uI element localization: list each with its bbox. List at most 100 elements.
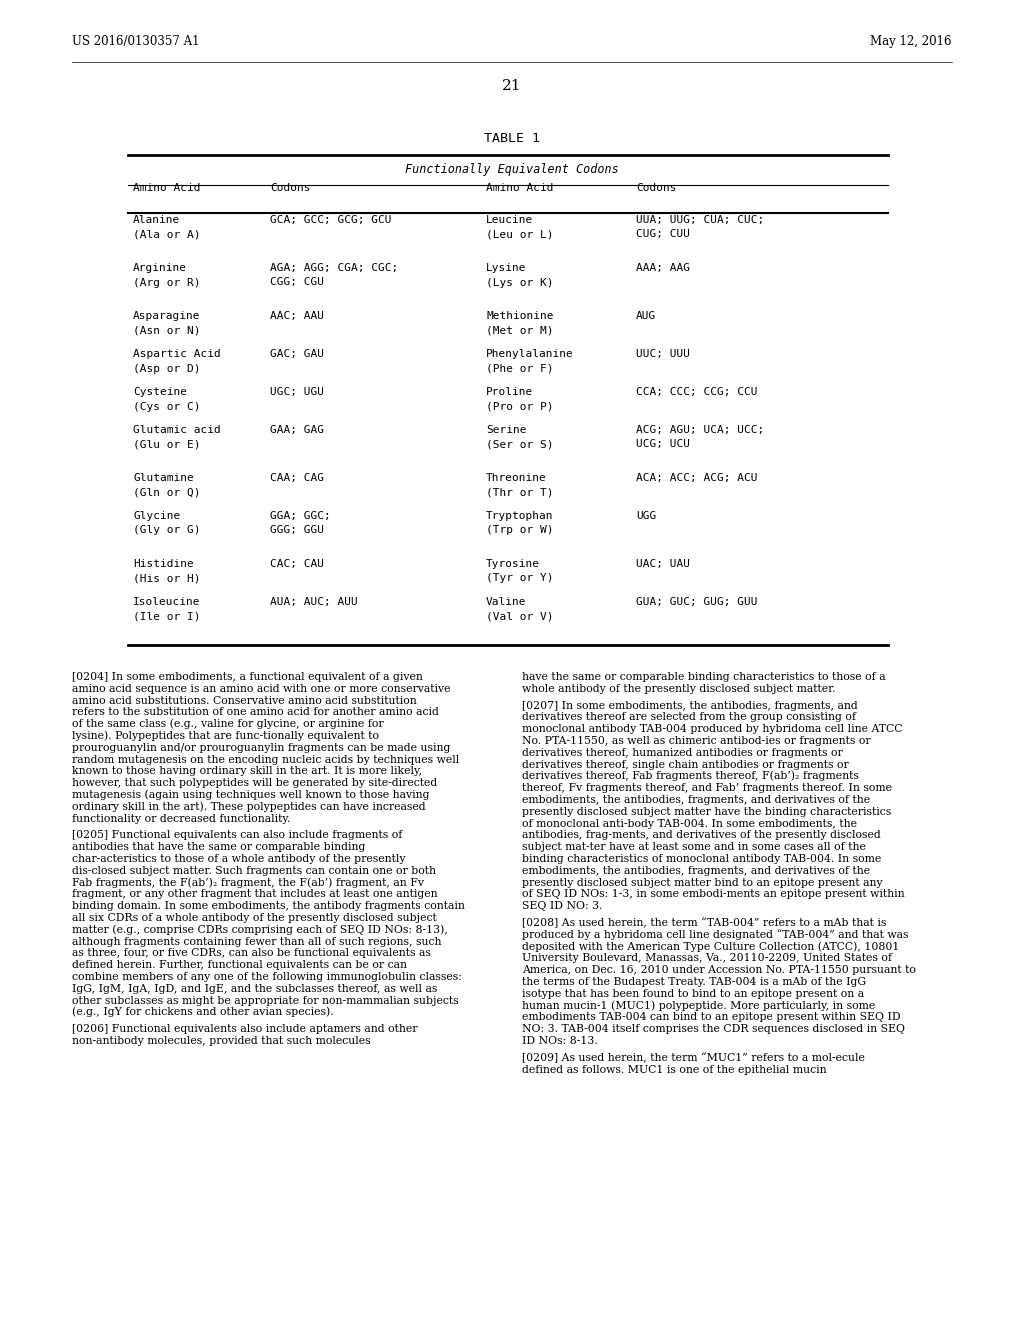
Text: prouroguanylin and/or prouroguanylin fragments can be made using: prouroguanylin and/or prouroguanylin fra… <box>72 743 451 752</box>
Text: defined as follows. MUC1 is one of the epithelial mucin: defined as follows. MUC1 is one of the e… <box>522 1065 826 1074</box>
Text: Tryptophan: Tryptophan <box>486 511 554 521</box>
Text: of the same class (e.g., valine for glycine, or arginine for: of the same class (e.g., valine for glyc… <box>72 718 384 729</box>
Text: GGG; GGU: GGG; GGU <box>270 525 324 536</box>
Text: [0204] In some embodiments, a functional equivalent of a given: [0204] In some embodiments, a functional… <box>72 672 423 682</box>
Text: deposited with the American Type Culture Collection (ATCC), 10801: deposited with the American Type Culture… <box>522 941 899 952</box>
Text: [0208] As used herein, the term “TAB-004” refers to a mAb that is: [0208] As used herein, the term “TAB-004… <box>522 917 887 928</box>
Text: derivatives thereof, Fab fragments thereof, F(ab’)₂ fragments: derivatives thereof, Fab fragments there… <box>522 771 859 781</box>
Text: Lysine: Lysine <box>486 263 526 273</box>
Text: produced by a hybridoma cell line designated “TAB-004” and that was: produced by a hybridoma cell line design… <box>522 929 908 940</box>
Text: (Lys or K): (Lys or K) <box>486 277 554 288</box>
Text: NO: 3. TAB-004 itself comprises the CDR sequences disclosed in SEQ: NO: 3. TAB-004 itself comprises the CDR … <box>522 1024 905 1034</box>
Text: lysine). Polypeptides that are func-tionally equivalent to: lysine). Polypeptides that are func-tion… <box>72 730 379 741</box>
Text: (Glu or E): (Glu or E) <box>133 440 201 450</box>
Text: CAA; CAG: CAA; CAG <box>270 473 324 483</box>
Text: mutagenesis (again using techniques well known to those having: mutagenesis (again using techniques well… <box>72 789 429 800</box>
Text: (His or H): (His or H) <box>133 573 201 583</box>
Text: Asparagine: Asparagine <box>133 312 201 321</box>
Text: fragment, or any other fragment that includes at least one antigen: fragment, or any other fragment that inc… <box>72 890 437 899</box>
Text: (Gln or Q): (Gln or Q) <box>133 487 201 498</box>
Text: GAC; GAU: GAC; GAU <box>270 348 324 359</box>
Text: of SEQ ID NOs: 1-3, in some embodi-ments an epitope present within: of SEQ ID NOs: 1-3, in some embodi-ments… <box>522 890 904 899</box>
Text: UGG: UGG <box>636 511 656 521</box>
Text: binding characteristics of monoclonal antibody TAB-004. In some: binding characteristics of monoclonal an… <box>522 854 882 865</box>
Text: antibodies that have the same or comparable binding: antibodies that have the same or compara… <box>72 842 366 853</box>
Text: (e.g., IgY for chickens and other avian species).: (e.g., IgY for chickens and other avian … <box>72 1007 334 1018</box>
Text: UUA; UUG; CUA; CUC;: UUA; UUG; CUA; CUC; <box>636 215 764 224</box>
Text: refers to the substitution of one amino acid for another amino acid: refers to the substitution of one amino … <box>72 708 439 717</box>
Text: GUA; GUC; GUG; GUU: GUA; GUC; GUG; GUU <box>636 597 758 607</box>
Text: Tyrosine: Tyrosine <box>486 558 540 569</box>
Text: derivatives thereof are selected from the group consisting of: derivatives thereof are selected from th… <box>522 713 856 722</box>
Text: (Asp or D): (Asp or D) <box>133 363 201 374</box>
Text: defined herein. Further, functional equivalents can be or can: defined herein. Further, functional equi… <box>72 960 407 970</box>
Text: US 2016/0130357 A1: US 2016/0130357 A1 <box>72 36 200 48</box>
Text: (Leu or L): (Leu or L) <box>486 230 554 239</box>
Text: Phenylalanine: Phenylalanine <box>486 348 573 359</box>
Text: amino acid sequence is an amino acid with one or more conservative: amino acid sequence is an amino acid wit… <box>72 684 451 694</box>
Text: embodiments, the antibodies, fragments, and derivatives of the: embodiments, the antibodies, fragments, … <box>522 866 870 875</box>
Text: No. PTA-11550, as well as chimeric antibod-ies or fragments or: No. PTA-11550, as well as chimeric antib… <box>522 737 870 746</box>
Text: UUC; UUU: UUC; UUU <box>636 348 690 359</box>
Text: UCG; UCU: UCG; UCU <box>636 440 690 450</box>
Text: Histidine: Histidine <box>133 558 194 569</box>
Text: (Pro or P): (Pro or P) <box>486 401 554 412</box>
Text: GAA; GAG: GAA; GAG <box>270 425 324 436</box>
Text: Arginine: Arginine <box>133 263 187 273</box>
Text: Proline: Proline <box>486 387 534 397</box>
Text: amino acid substitutions. Conservative amino acid substitution: amino acid substitutions. Conservative a… <box>72 696 417 706</box>
Text: (Gly or G): (Gly or G) <box>133 525 201 536</box>
Text: (Asn or N): (Asn or N) <box>133 326 201 335</box>
Text: America, on Dec. 16, 2010 under Accession No. PTA-11550 pursuant to: America, on Dec. 16, 2010 under Accessio… <box>522 965 915 975</box>
Text: (Thr or T): (Thr or T) <box>486 487 554 498</box>
Text: Leucine: Leucine <box>486 215 534 224</box>
Text: derivatives thereof, humanized antibodies or fragments or: derivatives thereof, humanized antibodie… <box>522 748 843 758</box>
Text: Threonine: Threonine <box>486 473 547 483</box>
Text: (Ser or S): (Ser or S) <box>486 440 554 450</box>
Text: Glutamic acid: Glutamic acid <box>133 425 221 436</box>
Text: CAC; CAU: CAC; CAU <box>270 558 324 569</box>
Text: functionality or decreased functionality.: functionality or decreased functionality… <box>72 813 291 824</box>
Text: whole antibody of the presently disclosed subject matter.: whole antibody of the presently disclose… <box>522 684 836 694</box>
Text: the terms of the Budapest Treaty. TAB-004 is a mAb of the IgG: the terms of the Budapest Treaty. TAB-00… <box>522 977 866 987</box>
Text: UGC; UGU: UGC; UGU <box>270 387 324 397</box>
Text: May 12, 2016: May 12, 2016 <box>870 36 952 48</box>
Text: [0205] Functional equivalents can also include fragments of: [0205] Functional equivalents can also i… <box>72 830 402 841</box>
Text: TABLE 1: TABLE 1 <box>484 132 540 145</box>
Text: ACA; ACC; ACG; ACU: ACA; ACC; ACG; ACU <box>636 473 758 483</box>
Text: (Trp or W): (Trp or W) <box>486 525 554 536</box>
Text: UAC; UAU: UAC; UAU <box>636 558 690 569</box>
Text: CCA; CCC; CCG; CCU: CCA; CCC; CCG; CCU <box>636 387 758 397</box>
Text: AGA; AGG; CGA; CGC;: AGA; AGG; CGA; CGC; <box>270 263 398 273</box>
Text: Methionine: Methionine <box>486 312 554 321</box>
Text: matter (e.g., comprise CDRs comprising each of SEQ ID NOs: 8-13),: matter (e.g., comprise CDRs comprising e… <box>72 924 447 935</box>
Text: AAA; AAG: AAA; AAG <box>636 263 690 273</box>
Text: IgG, IgM, IgA, IgD, and IgE, and the subclasses thereof, as well as: IgG, IgM, IgA, IgD, and IgE, and the sub… <box>72 983 437 994</box>
Text: binding domain. In some embodiments, the antibody fragments contain: binding domain. In some embodiments, the… <box>72 902 465 911</box>
Text: (Ala or A): (Ala or A) <box>133 230 201 239</box>
Text: (Val or V): (Val or V) <box>486 611 554 622</box>
Text: ID NOs: 8-13.: ID NOs: 8-13. <box>522 1036 598 1045</box>
Text: isotype that has been found to bind to an epitope present on a: isotype that has been found to bind to a… <box>522 989 864 999</box>
Text: ACG; AGU; UCA; UCC;: ACG; AGU; UCA; UCC; <box>636 425 764 436</box>
Text: Serine: Serine <box>486 425 526 436</box>
Text: GGA; GGC;: GGA; GGC; <box>270 511 331 521</box>
Text: presently disclosed subject matter have the binding characteristics: presently disclosed subject matter have … <box>522 807 891 817</box>
Text: other subclasses as might be appropriate for non-mammalian subjects: other subclasses as might be appropriate… <box>72 995 459 1006</box>
Text: Alanine: Alanine <box>133 215 180 224</box>
Text: as three, four, or five CDRs, can also be functional equivalents as: as three, four, or five CDRs, can also b… <box>72 948 431 958</box>
Text: 21: 21 <box>502 79 522 92</box>
Text: human mucin-1 (MUC1) polypeptide. More particularly, in some: human mucin-1 (MUC1) polypeptide. More p… <box>522 1001 876 1011</box>
Text: presently disclosed subject matter bind to an epitope present any: presently disclosed subject matter bind … <box>522 878 883 887</box>
Text: however, that such polypeptides will be generated by site-directed: however, that such polypeptides will be … <box>72 779 437 788</box>
Text: (Cys or C): (Cys or C) <box>133 401 201 412</box>
Text: embodiments TAB-004 can bind to an epitope present within SEQ ID: embodiments TAB-004 can bind to an epito… <box>522 1012 901 1023</box>
Text: [0206] Functional equivalents also include aptamers and other: [0206] Functional equivalents also inclu… <box>72 1024 418 1034</box>
Text: Glutamine: Glutamine <box>133 473 194 483</box>
Text: CGG; CGU: CGG; CGU <box>270 277 324 288</box>
Text: AUA; AUC; AUU: AUA; AUC; AUU <box>270 597 357 607</box>
Text: ordinary skill in the art). These polypeptides can have increased: ordinary skill in the art). These polype… <box>72 801 426 812</box>
Text: GCA; GCC; GCG; GCU: GCA; GCC; GCG; GCU <box>270 215 391 224</box>
Text: Amino Acid: Amino Acid <box>486 183 554 193</box>
Text: char-acteristics to those of a whole antibody of the presently: char-acteristics to those of a whole ant… <box>72 854 406 865</box>
